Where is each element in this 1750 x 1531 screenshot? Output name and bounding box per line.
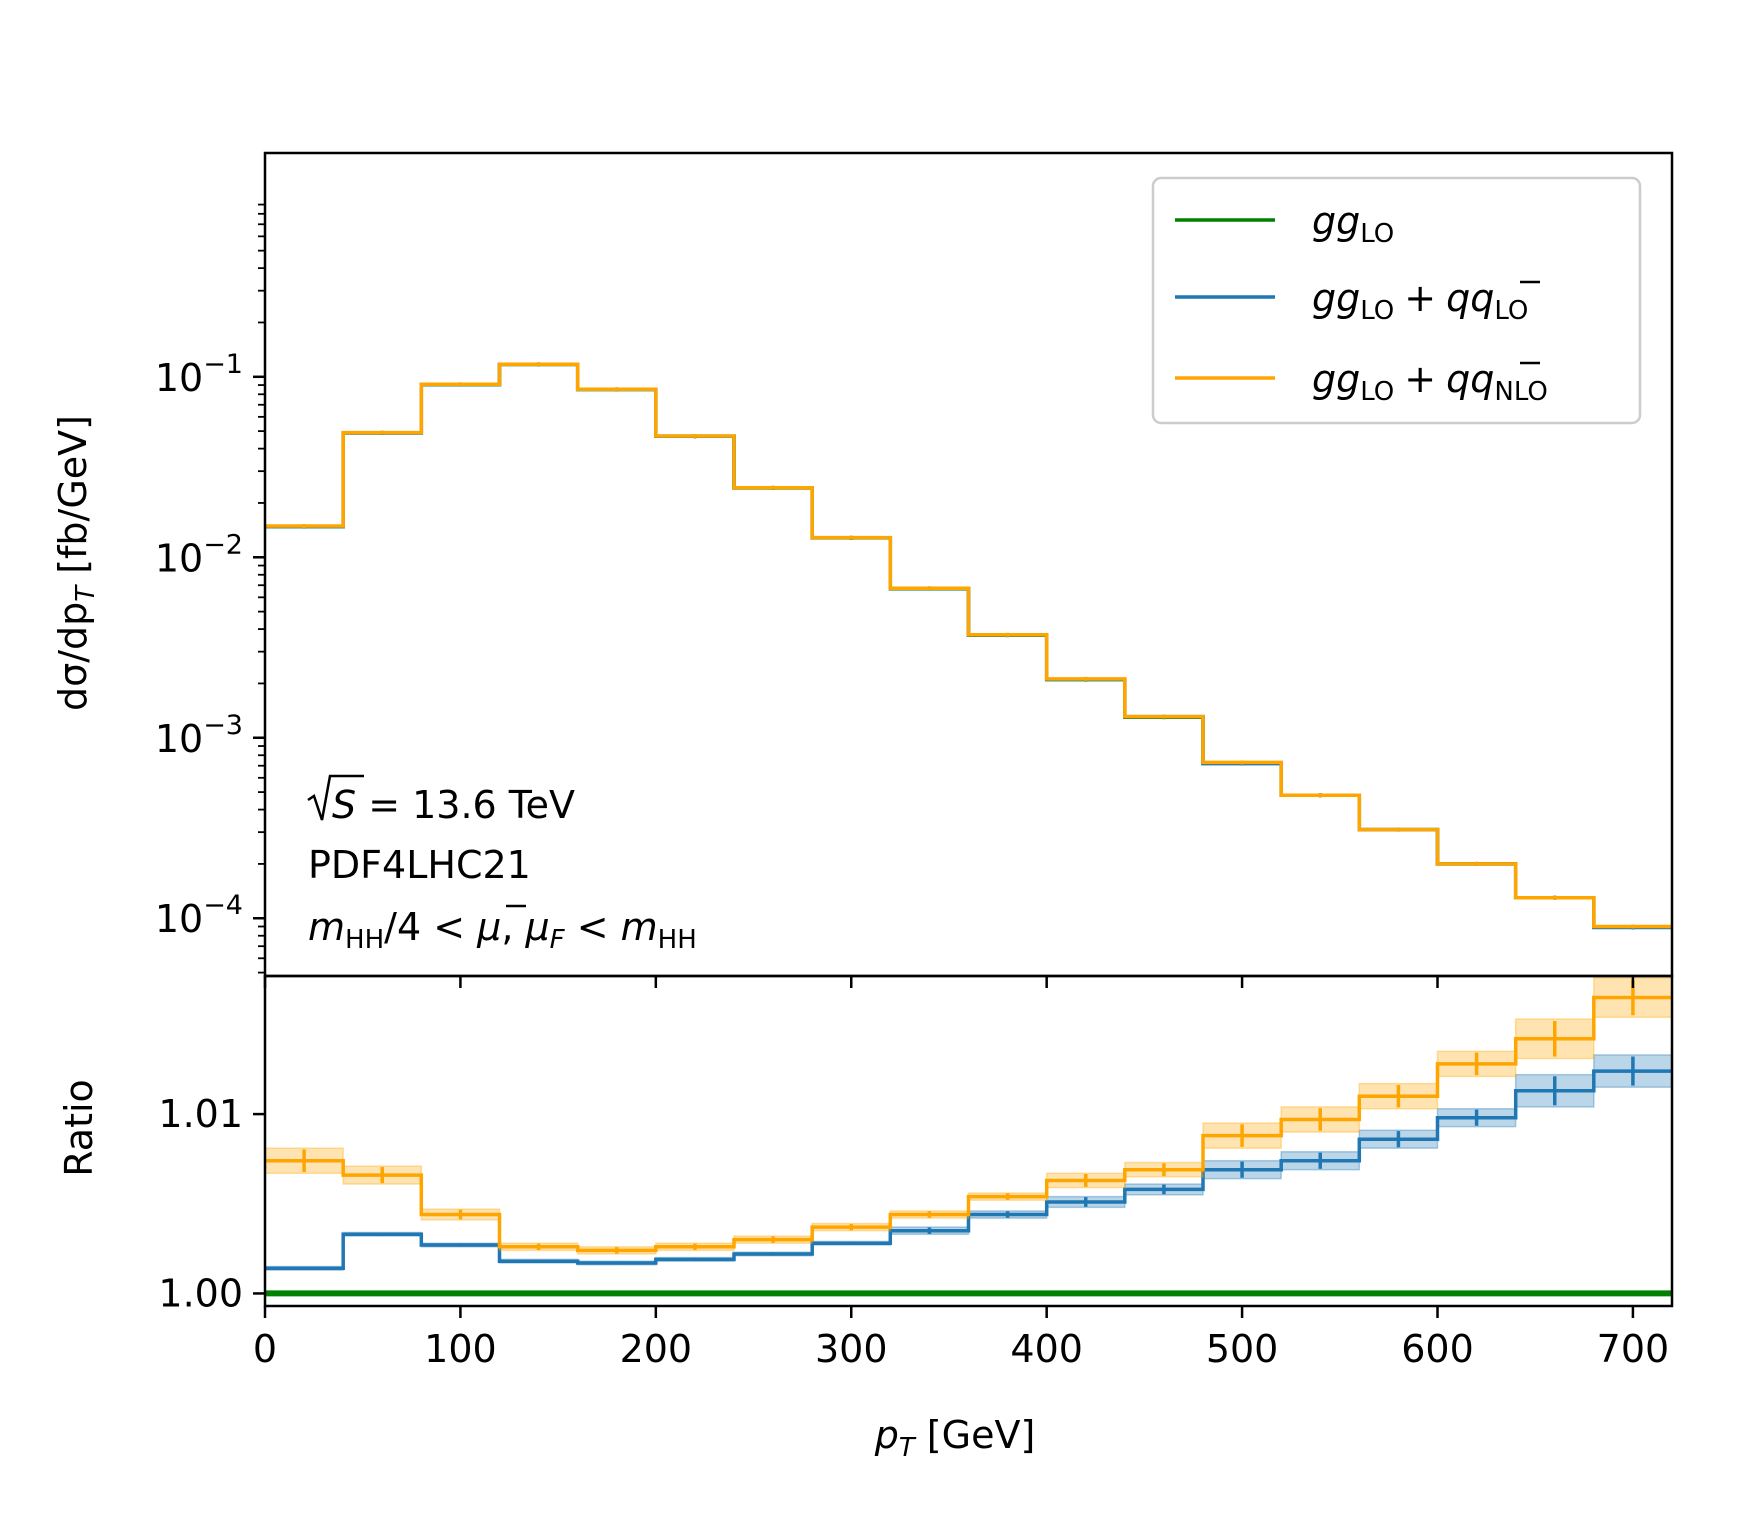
axes-frames bbox=[263, 151, 1674, 1308]
annotation-pdf: PDF4LHC21 bbox=[308, 843, 531, 887]
x-axis-title: pT [GeV] bbox=[874, 1413, 1036, 1463]
x-tick-label: 100 bbox=[424, 1327, 497, 1371]
main-panel bbox=[265, 362, 1672, 930]
x-tick-label: 500 bbox=[1206, 1327, 1279, 1371]
ratio-y-axis-title: Ratio bbox=[57, 1079, 101, 1177]
ratio-y-tick-label: 1.01 bbox=[158, 1092, 243, 1136]
annotation-block: S = 13.6 TeV PDF4LHC21 mHH/4 < μ, μF < m… bbox=[307, 774, 697, 955]
ratio-step-line-gg_lo_qq_lo bbox=[265, 1069, 1672, 1271]
legend-label-gg-lo: ggLO bbox=[1312, 199, 1394, 249]
ticks: 10−1 10−2 10−3 10−4 0 100 200 300 400 500 600 700 1.… bbox=[155, 203, 1670, 1371]
main-y-tick-label: 10−2 bbox=[155, 529, 243, 580]
legend-frame bbox=[1151, 176, 1642, 425]
main-series-gg_lo_qq_nlo bbox=[265, 362, 1672, 929]
x-tick-label: 200 bbox=[620, 1327, 693, 1371]
main-y-tick-label: 10−1 bbox=[155, 349, 243, 400]
legend-label-gg-lo-qq-lo: ggLO + qqLO bbox=[1312, 276, 1528, 326]
legend: ggLO ggLO + qqLO ggLO + qqNLO bbox=[1151, 176, 1642, 425]
x-tick-label: 400 bbox=[1010, 1327, 1083, 1371]
main-y-tick-label: 10−4 bbox=[155, 890, 243, 941]
x-tick-label: 300 bbox=[815, 1327, 888, 1371]
ratio-series-gg_lo_qq_lo bbox=[265, 1054, 1672, 1271]
sqrt-symbol bbox=[307, 774, 364, 821]
main-step-line-gg_lo_qq_nlo bbox=[265, 362, 1672, 929]
annotation-sqrt-s: S = 13.6 TeV bbox=[332, 783, 575, 827]
ratio-series-gg_lo_qq_nlo bbox=[265, 977, 1672, 1255]
ratio-step-line-gg_lo_qq_nlo bbox=[265, 995, 1672, 1253]
legend-label-gg-lo-qq-nlo: ggLO + qqNLO bbox=[1312, 357, 1548, 407]
ratio-y-tick-label: 1.00 bbox=[158, 1271, 243, 1315]
ratio-axes-frame bbox=[263, 974, 1674, 1308]
annotation-scale: mHH/4 < μ, μF < mHH bbox=[308, 905, 697, 955]
main-y-axis-title: dσ/dpT [fb/GeV] bbox=[51, 415, 101, 711]
ratio-panel bbox=[265, 977, 1672, 1297]
x-tick-label: 600 bbox=[1401, 1327, 1474, 1371]
x-tick-label: 700 bbox=[1597, 1327, 1670, 1371]
x-tick-label: 0 bbox=[253, 1327, 277, 1371]
main-y-tick-label: 10−3 bbox=[155, 710, 243, 761]
